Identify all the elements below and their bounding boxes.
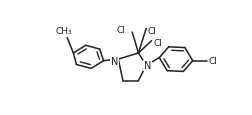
Text: N: N	[144, 61, 151, 71]
Text: Cl: Cl	[148, 27, 157, 36]
Text: N: N	[111, 56, 118, 66]
Text: Cl: Cl	[208, 57, 217, 66]
Text: CH₃: CH₃	[56, 27, 72, 36]
Text: Cl: Cl	[153, 39, 162, 48]
Text: Cl: Cl	[116, 26, 125, 35]
